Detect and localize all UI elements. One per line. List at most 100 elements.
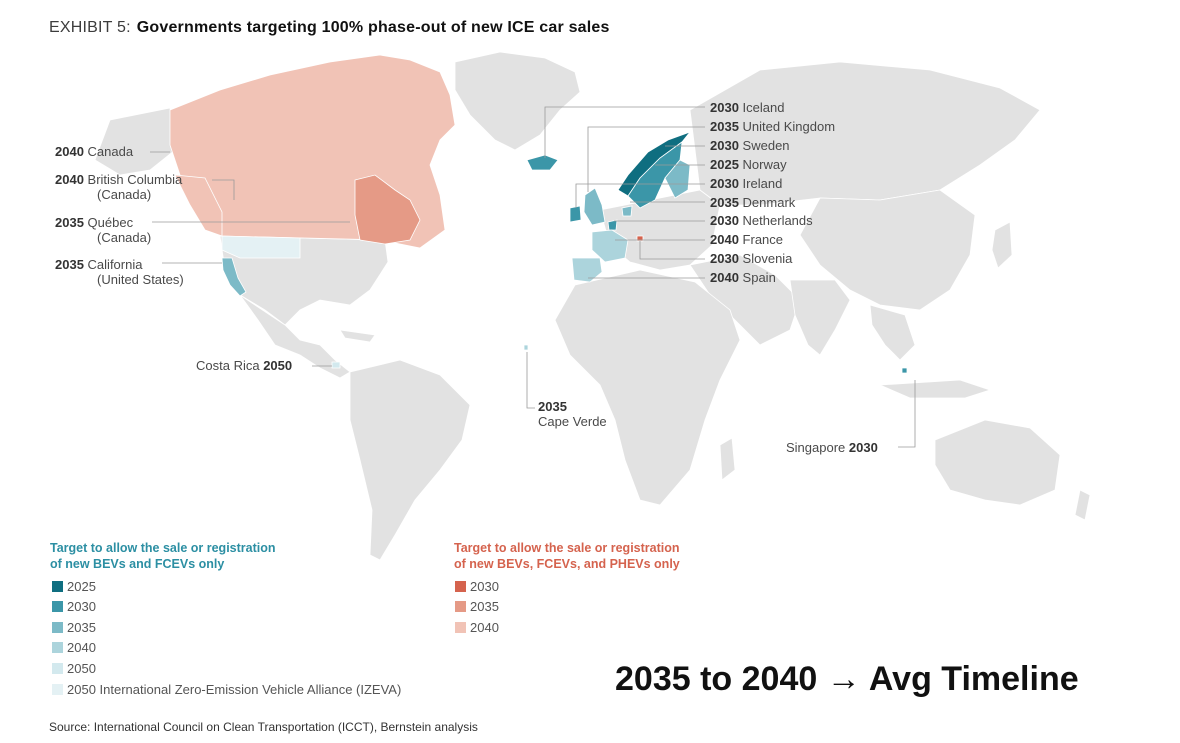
label-sweden-year: 2030	[710, 138, 739, 153]
legend-swatch	[52, 683, 63, 695]
label-netherlands-year: 2030	[710, 213, 739, 228]
legend-swatch	[52, 621, 63, 633]
land-masses	[94, 51, 1091, 561]
label-costa-rica-year: 2050	[263, 358, 293, 373]
source-footnote: Source: International Council on Clean T…	[49, 720, 478, 734]
legend-label: 2025	[67, 578, 96, 594]
legend-swatch	[455, 600, 466, 612]
legend-label: 2030	[470, 578, 499, 594]
legend-phev-heading-line2: of new BEVs, FCEVs, and PHEVs only	[454, 557, 680, 571]
label-quebec-name: Québec	[87, 215, 134, 230]
label-europe-8: 2030 Slovenia	[710, 251, 792, 266]
label-europe-0: 2030 Iceland	[710, 100, 784, 115]
region-finland	[664, 159, 691, 199]
legend-bev-item: 2050 International Zero-Emission Vehicle…	[52, 681, 401, 697]
label-canada-year: 2040	[55, 144, 84, 159]
label-cape-verde-name: Cape Verde	[538, 414, 607, 429]
legend-bev-item: 2035	[52, 619, 96, 635]
leader-iceland	[544, 106, 705, 158]
label-cape-verde: 2035 Cape Verde	[538, 399, 607, 429]
label-norway-year: 2025	[710, 157, 739, 172]
legend-swatch	[52, 600, 63, 612]
region-spain	[571, 257, 603, 283]
label-slovenia-name: Slovenia	[742, 251, 793, 266]
caribbean	[339, 329, 376, 343]
legend-label: 2035	[470, 598, 499, 614]
region-singapore	[901, 367, 908, 374]
label-slovenia-year: 2030	[710, 251, 739, 266]
region-costa-rica	[331, 361, 341, 369]
label-france-name: France	[742, 232, 784, 247]
region-izeva-usa	[221, 235, 301, 259]
label-netherlands-name: Netherlands	[742, 213, 813, 228]
legend-label: 2040	[470, 619, 499, 635]
label-norway-name: Norway	[742, 157, 787, 172]
label-singapore-name: Singapore	[786, 440, 846, 455]
legend-phev-item: 2030	[455, 578, 499, 594]
legend-phev-heading: Target to allow the sale or registration…	[454, 540, 754, 572]
region-ireland	[569, 205, 582, 223]
legend-phev-item: 2040	[455, 619, 499, 635]
label-ireland-year: 2030	[710, 176, 739, 191]
label-spain-year: 2040	[710, 270, 739, 285]
legend-bev-item: 2050	[52, 660, 96, 676]
legend-swatch	[52, 662, 63, 674]
label-ireland-name: Ireland	[742, 176, 783, 191]
label-europe-3: 2025 Norway	[710, 157, 787, 172]
label-europe-9: 2040 Spain	[710, 270, 776, 285]
title-text: Governments targeting 100% phase-out of …	[136, 19, 610, 36]
legend-swatch	[455, 580, 466, 592]
label-canada-name: Canada	[87, 144, 134, 159]
legend-bev-heading-line1: Target to allow the sale or registration	[50, 541, 276, 555]
madagascar	[719, 437, 736, 481]
label-costa-rica: Costa Rica 2050	[196, 358, 292, 373]
southeast-asia	[869, 304, 916, 361]
label-british-columbia: 2040 British Columbia (Canada)	[55, 172, 182, 202]
label-uk-year: 2035	[710, 119, 739, 134]
label-bc-name: British Columbia	[87, 172, 183, 187]
label-quebec: 2035 Québec (Canada)	[55, 215, 151, 245]
legend-label: 2035	[67, 619, 96, 635]
legend-swatch	[52, 580, 63, 592]
new-zealand	[1074, 489, 1091, 521]
leader-ireland	[575, 183, 705, 208]
region-iceland	[526, 154, 559, 171]
mexico-central-america	[239, 294, 351, 379]
label-europe-6: 2030 Netherlands	[710, 213, 813, 228]
alaska	[94, 107, 176, 176]
label-singapore-year: 2030	[848, 440, 878, 455]
region-california	[221, 257, 247, 297]
timeline-note: 2035 to 2040 → Avg Timeline	[615, 660, 1079, 698]
chart-title: EXHIBIT 5: Governments targeting 100% pha…	[49, 19, 610, 37]
label-costa-rica-name: Costa Rica	[196, 358, 260, 373]
label-california-year: 2035	[55, 257, 84, 272]
region-denmark	[621, 205, 633, 217]
legend-bev-item: 2025	[52, 578, 96, 594]
africa	[554, 269, 741, 506]
label-spain-name: Spain	[742, 270, 776, 285]
leader-uk	[587, 126, 705, 192]
australia	[934, 419, 1061, 506]
label-bc-year: 2040	[55, 172, 84, 187]
label-europe-4: 2030 Ireland	[710, 176, 782, 191]
leader-singapore	[898, 380, 916, 448]
region-france	[591, 229, 629, 263]
label-iceland-name: Iceland	[742, 100, 785, 115]
label-bc-sub: (Canada)	[97, 187, 152, 202]
legend-bev-item: 2040	[52, 639, 96, 655]
label-uk-name: United Kingdom	[742, 119, 836, 134]
legend-label: 2050	[67, 660, 96, 676]
greenland	[454, 51, 581, 151]
region-united-kingdom	[583, 187, 606, 226]
indonesia	[879, 379, 992, 399]
label-europe-7: 2040 France	[710, 232, 783, 247]
india	[789, 279, 851, 356]
japan	[991, 221, 1013, 269]
leader-bc	[212, 179, 235, 200]
label-sweden-name: Sweden	[742, 138, 790, 153]
legend-phev-item: 2035	[455, 598, 499, 614]
label-california-name: California	[87, 257, 143, 272]
legend-label: 2030	[67, 598, 96, 614]
legend-swatch	[455, 621, 466, 633]
